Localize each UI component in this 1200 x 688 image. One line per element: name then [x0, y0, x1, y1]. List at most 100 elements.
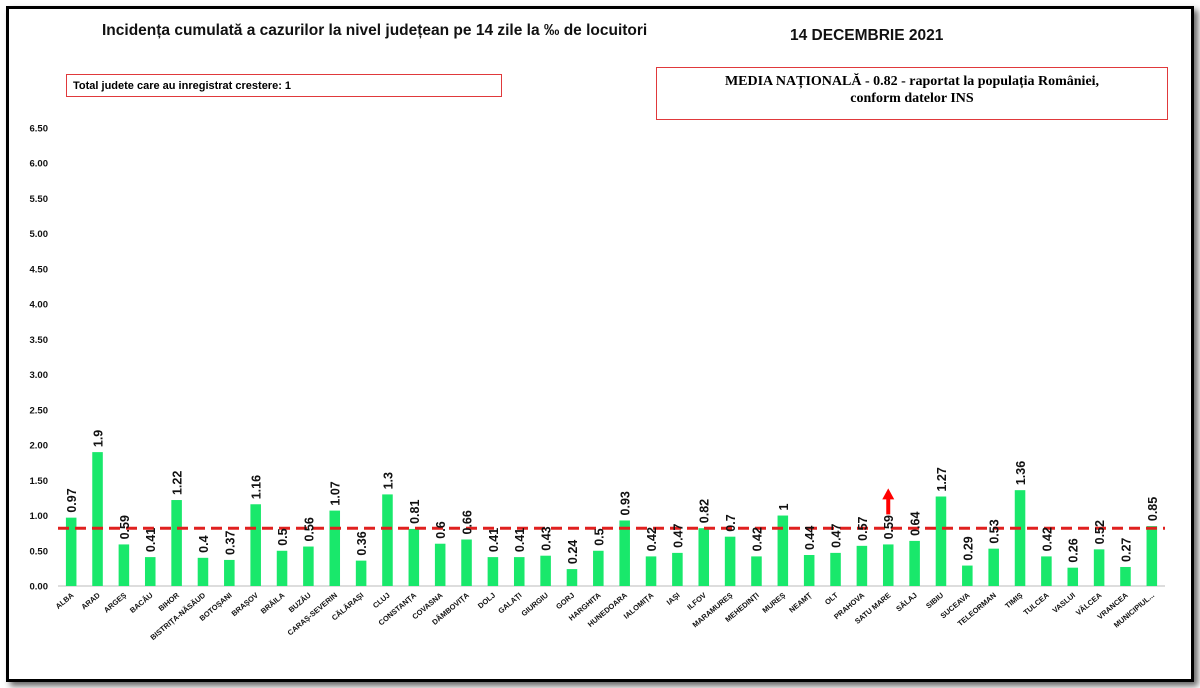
y-tick-label: 3.50: [30, 335, 49, 346]
data-label-10: 1.07: [329, 481, 343, 505]
data-label-38: 0.26: [1067, 538, 1081, 562]
data-label-9: 0.56: [302, 517, 316, 541]
category-label-8: BRĂILA: [259, 590, 287, 615]
bar-0: [65, 517, 77, 586]
bar-40: [1120, 566, 1131, 586]
data-label-4: 1.22: [171, 471, 185, 495]
bar-19: [566, 569, 578, 586]
bar-27: [777, 515, 789, 586]
category-label-28: NEAMȚ: [787, 590, 814, 614]
data-label-20: 0.5: [592, 528, 606, 545]
category-label-3: BACĂU: [128, 591, 155, 615]
category-label-2: ARGEȘ: [102, 591, 128, 615]
bar-31: [882, 544, 894, 586]
bar-4: [171, 500, 182, 586]
chart-title: Incidența cumulată a cazurilor la nivel …: [102, 22, 648, 39]
category-label-37: TULCEA: [1022, 590, 1052, 617]
data-label-23: 0.47: [671, 524, 685, 548]
bar-29: [830, 552, 841, 586]
category-label-16: DOLJ: [476, 591, 497, 611]
data-label-7: 1.16: [250, 475, 264, 499]
y-tick-label: 4.00: [30, 300, 49, 311]
bar-6: [224, 559, 235, 586]
bar-37: [1041, 556, 1052, 586]
data-label-19: 0.24: [566, 540, 580, 564]
category-label-23: IAȘI: [665, 591, 682, 607]
data-label-3: 0.41: [144, 528, 158, 552]
category-label-12: CLUJ: [371, 591, 392, 610]
category-label-19: GORJ: [554, 591, 576, 612]
data-label-37: 0.42: [1040, 527, 1054, 551]
data-label-35: 0.53: [988, 519, 1002, 543]
bar-25: [724, 536, 736, 586]
y-tick-label: 2.50: [30, 405, 49, 416]
category-label-24: ILFOV: [685, 591, 708, 612]
category-label-27: MUREȘ: [761, 591, 788, 615]
bar-12: [382, 494, 393, 586]
y-tick-label: 1.00: [30, 511, 49, 522]
y-tick-label: 0.00: [30, 582, 49, 593]
category-label-22: IALOMIȚA: [622, 590, 656, 621]
y-tick-label: 6.00: [30, 159, 49, 170]
bar-24: [698, 528, 710, 586]
category-label-32: SĂLAJ: [894, 591, 919, 614]
bar-11: [355, 560, 367, 586]
increase-arrow-shaft: [886, 498, 891, 515]
increase-arrow-head: [882, 488, 895, 500]
data-label-24: 0.82: [698, 499, 712, 523]
data-label-33: 1.27: [935, 467, 949, 491]
data-label-40: 0.27: [1119, 538, 1133, 562]
category-label-18: GIURGIU: [520, 591, 550, 619]
data-label-18: 0.43: [540, 526, 554, 550]
data-label-41: 0.85: [1146, 497, 1160, 521]
bar-38: [1067, 567, 1079, 586]
data-label-0: 0.97: [65, 488, 79, 512]
bar-34: [962, 565, 973, 586]
y-tick-label: 3.00: [30, 370, 49, 381]
data-label-22: 0.42: [645, 527, 659, 551]
data-label-28: 0.44: [803, 526, 817, 550]
national-average-line2: conform datelor INS: [850, 91, 974, 106]
bar-8: [276, 550, 288, 586]
bar-17: [513, 557, 525, 586]
data-label-14: 0.6: [434, 521, 448, 538]
bar-35: [988, 548, 999, 586]
national-average-line1: MEDIA NAȚIONALĂ - 0.82 - raportat la pop…: [724, 74, 1100, 89]
y-tick-label: 4.50: [30, 264, 49, 275]
category-label-38: VASLUI: [1051, 591, 1077, 615]
bar-14: [434, 543, 446, 586]
bar-9: [303, 546, 314, 586]
y-tick-label: 5.00: [30, 229, 49, 240]
bar-3: [144, 557, 156, 586]
bar-5: [197, 557, 209, 586]
category-label-1: ARAD: [79, 590, 102, 611]
data-label-29: 0.47: [830, 524, 844, 548]
chart-date: 14 DECEMBRIE 2021: [790, 27, 944, 44]
category-label-36: TIMIȘ: [1003, 591, 1024, 611]
data-label-2: 0.59: [118, 515, 132, 539]
category-label-33: SIBIU: [924, 591, 945, 611]
data-label-39: 0.52: [1093, 520, 1107, 544]
data-label-8: 0.5: [276, 528, 290, 545]
data-label-30: 0.57: [856, 516, 870, 540]
bar-20: [593, 550, 604, 586]
data-label-26: 0.42: [750, 527, 764, 551]
data-label-5: 0.4: [197, 535, 211, 552]
category-label-7: BRAȘOV: [230, 591, 260, 619]
bar-41: [1146, 526, 1158, 586]
national-average-box: MEDIA NAȚIONALĂ - 0.82 - raportat la pop…: [656, 67, 1168, 120]
y-tick-label: 0.50: [30, 546, 49, 557]
bar-21: [619, 520, 630, 586]
y-tick-label: 5.50: [30, 194, 49, 205]
data-label-13: 0.81: [408, 500, 422, 524]
bar-39: [1093, 549, 1105, 586]
bar-18: [540, 555, 551, 586]
data-label-25: 0.7: [724, 514, 738, 531]
bar-22: [645, 556, 657, 586]
bar-15: [461, 539, 472, 586]
data-label-32: 0.64: [909, 512, 923, 536]
data-label-11: 0.36: [355, 531, 369, 555]
bar-23: [672, 552, 683, 586]
data-label-21: 0.93: [619, 491, 633, 515]
y-tick-label: 2.00: [30, 441, 49, 452]
